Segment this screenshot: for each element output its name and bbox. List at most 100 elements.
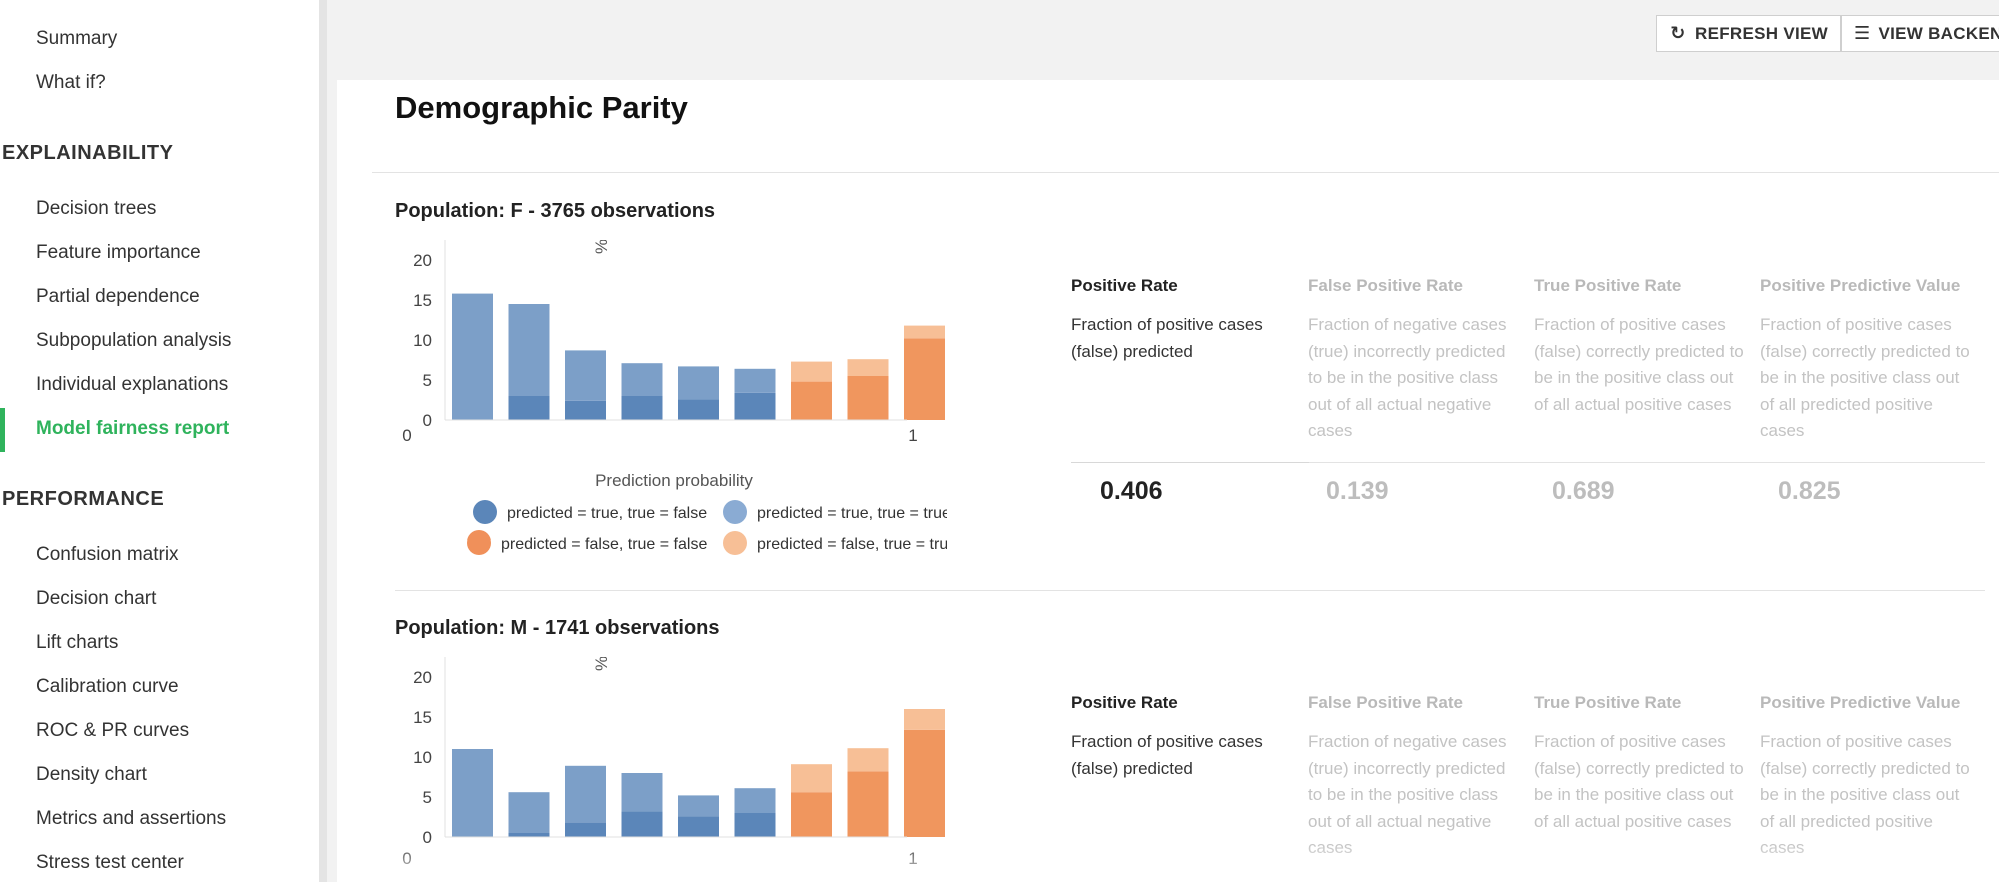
histogram-bar-segment[interactable] — [678, 399, 719, 420]
metric-true-positive-rate[interactable]: True Positive Rate Fraction of positive … — [1534, 693, 1749, 835]
sidebar-item-stress-test-center[interactable]: Stress test center — [36, 852, 184, 873]
histogram-bar-segment[interactable] — [847, 359, 889, 376]
histogram-bar-segment[interactable] — [452, 749, 493, 837]
sidebar-item-summary[interactable]: Summary — [36, 28, 118, 49]
metric-positive-predictive-value[interactable]: Positive Predictive Value Fraction of po… — [1760, 693, 1975, 862]
metric-description: Fraction of negative cases (true) incorr… — [1308, 732, 1507, 857]
page-title: Demographic Parity — [395, 90, 688, 125]
histogram-bar-segment[interactable] — [791, 361, 832, 382]
sidebar-item-what-if[interactable]: What if? — [36, 72, 106, 93]
histogram-bar-segment[interactable] — [621, 773, 663, 812]
histogram-bar-segment[interactable] — [565, 350, 606, 401]
histogram-bar-segment[interactable] — [508, 833, 550, 837]
y-tick-label: 15 — [413, 708, 432, 727]
y-tick-label: 15 — [413, 291, 432, 310]
histogram-bar-segment[interactable] — [565, 822, 606, 837]
histogram-bar-segment[interactable] — [565, 765, 606, 823]
metric-positive-predictive-value[interactable]: Positive Predictive Value Fraction of po… — [1760, 276, 1975, 445]
population-histogram: 0 5 10 15 20 % Population 0 1 Prediction… — [402, 240, 947, 540]
sidebar-item-subpopulation-analysis[interactable]: Subpopulation analysis — [36, 330, 232, 351]
histogram-bar-segment[interactable] — [904, 709, 945, 730]
histogram-bar-segment[interactable] — [508, 304, 550, 396]
histogram-bar-segment[interactable] — [847, 771, 889, 837]
sidebar-item-density-chart[interactable]: Density chart — [36, 764, 147, 785]
x-axis-label: Prediction probability — [595, 471, 753, 490]
metric-false-positive-rate[interactable]: False Positive Rate Fraction of negative… — [1308, 693, 1523, 862]
chart-legend-row: predicted = false, true = false predicte… — [467, 531, 947, 555]
histogram-bar-segment[interactable] — [508, 396, 550, 420]
sidebar-item-metrics-and-assertions[interactable]: Metrics and assertions — [36, 808, 227, 829]
metric-name: Positive Rate — [1071, 693, 1178, 712]
sidebar-item-decision-chart[interactable]: Decision chart — [36, 588, 157, 609]
metric-value: 0.825 — [1778, 477, 1841, 505]
legend-swatch — [473, 500, 497, 524]
metric-name: Positive Rate — [1071, 276, 1178, 295]
legend-label: predicted = true, true = false — [507, 505, 707, 522]
histogram-bar-segment[interactable] — [734, 788, 776, 813]
sidebar-item-individual-explanations[interactable]: Individual explanations — [36, 374, 229, 395]
toolbar: ↻ REFRESH VIEW ☰ VIEW BACKEND — [335, 0, 1999, 80]
metric-value: 0.689 — [1552, 477, 1615, 505]
refresh-view-button[interactable]: ↻ REFRESH VIEW — [1656, 15, 1842, 52]
histogram-bar-segment[interactable] — [734, 368, 776, 393]
histogram-bar-segment[interactable] — [847, 748, 889, 772]
histogram-bar-segment[interactable] — [678, 816, 719, 837]
sidebar-item-roc-pr-curves[interactable]: ROC & PR curves — [36, 720, 190, 741]
metric-name: False Positive Rate — [1308, 693, 1463, 712]
histogram-bar-segment[interactable] — [791, 381, 832, 420]
histogram-bar-segment[interactable] — [678, 795, 719, 817]
x-tick-label: 1 — [908, 426, 917, 445]
title-divider — [372, 172, 1999, 173]
metric-description: Fraction of positive cases (false) corre… — [1760, 732, 1970, 857]
histogram-bar-segment[interactable] — [791, 764, 832, 793]
y-tick-label: 0 — [423, 828, 432, 847]
sidebar-item-calibration-curve[interactable]: Calibration curve — [36, 676, 179, 697]
refresh-view-label: REFRESH VIEW — [1695, 23, 1829, 43]
legend-swatch — [467, 531, 491, 555]
metric-name: False Positive Rate — [1308, 276, 1463, 295]
histogram-bar-segment[interactable] — [621, 396, 663, 420]
sidebar-item-decision-trees[interactable]: Decision trees — [36, 198, 157, 219]
histogram-bar-segment[interactable] — [678, 366, 719, 400]
sidebar-scrollbar[interactable] — [319, 0, 327, 520]
histogram-bar-segment[interactable] — [621, 811, 663, 837]
population-title: Population: M - 1741 observations — [395, 617, 720, 639]
histogram-bar-segment[interactable] — [452, 293, 493, 420]
histogram-bar-segment[interactable] — [904, 325, 945, 339]
metric-description: Fraction of positive cases (false) predi… — [1071, 732, 1263, 778]
histogram-bar-segment[interactable] — [791, 792, 832, 837]
histogram-bar-segment[interactable] — [621, 363, 663, 396]
metric-description: Fraction of negative cases (true) incorr… — [1308, 315, 1507, 440]
histogram-bar-segment[interactable] — [508, 792, 550, 833]
sidebar-item-model-fairness-report[interactable]: Model fairness report — [36, 418, 230, 439]
histogram-bar-segment[interactable] — [734, 392, 776, 420]
sidebar-section-performance: PERFORMANCE — [2, 488, 165, 510]
metric-positive-rate: Positive Rate Fraction of positive cases… — [1071, 693, 1286, 782]
legend-label: predicted = false, true = true — [757, 536, 947, 553]
histogram-bar-segment[interactable] — [565, 400, 606, 420]
legend-label: predicted = true, true = true — [757, 505, 947, 522]
metric-name: Positive Predictive Value — [1760, 693, 1961, 712]
sidebar-section-explainability: EXPLAINABILITY — [2, 142, 174, 164]
metric-divider — [1071, 462, 1309, 463]
sidebar-item-feature-importance[interactable]: Feature importance — [36, 242, 201, 263]
sidebar-item-confusion-matrix[interactable]: Confusion matrix — [36, 544, 179, 565]
metric-divider — [1309, 462, 1985, 463]
y-axis-label: % Population — [592, 657, 611, 671]
view-backend-label: VIEW BACKEND — [1878, 23, 1999, 43]
view-backend-button[interactable]: ☰ VIEW BACKEND — [1841, 15, 1999, 52]
metric-name: True Positive Rate — [1534, 693, 1682, 712]
population-divider — [395, 590, 1985, 591]
y-tick-label: 10 — [413, 748, 432, 767]
histogram-bar-segment[interactable] — [904, 729, 945, 837]
histogram-bar-segment[interactable] — [904, 338, 945, 420]
sidebar-item-lift-charts[interactable]: Lift charts — [36, 632, 119, 653]
x-tick-label: 0 — [402, 426, 411, 445]
sidebar-item-partial-dependence[interactable]: Partial dependence — [36, 286, 200, 307]
metric-false-positive-rate[interactable]: False Positive Rate Fraction of negative… — [1308, 276, 1523, 445]
histogram-bar-segment[interactable] — [847, 376, 889, 420]
y-tick-label: 10 — [413, 331, 432, 350]
metric-true-positive-rate[interactable]: True Positive Rate Fraction of positive … — [1534, 276, 1749, 418]
active-indicator — [0, 408, 5, 452]
histogram-bar-segment[interactable] — [734, 813, 776, 837]
